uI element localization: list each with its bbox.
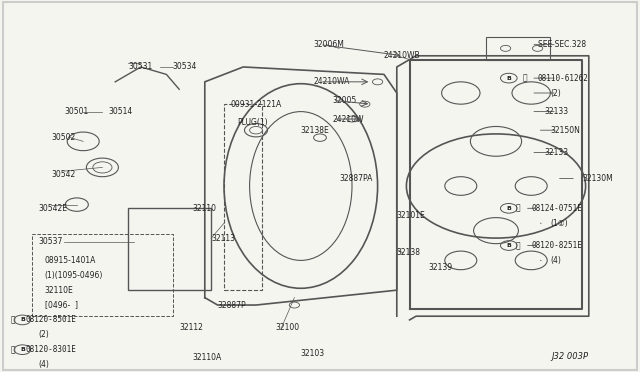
Text: Ⓑ: Ⓑ	[10, 315, 15, 324]
Text: PLUG(1): PLUG(1)	[237, 118, 268, 127]
Text: 08120-8301E: 08120-8301E	[26, 345, 76, 354]
Text: (2): (2)	[38, 330, 49, 339]
Text: 30501: 30501	[64, 107, 88, 116]
Text: 08124-0751E: 08124-0751E	[531, 204, 582, 213]
Text: 32113: 32113	[211, 234, 236, 243]
Text: 32110A: 32110A	[192, 353, 221, 362]
Text: 30542: 30542	[51, 170, 76, 179]
Text: (4): (4)	[550, 256, 561, 265]
Text: 30537: 30537	[38, 237, 63, 246]
Text: (1)(1095-0496): (1)(1095-0496)	[45, 271, 103, 280]
Text: 32100: 32100	[275, 323, 300, 332]
Text: 32133: 32133	[544, 107, 568, 116]
Text: (1①): (1①)	[550, 219, 568, 228]
Text: B: B	[506, 206, 511, 211]
Text: 32887P: 32887P	[218, 301, 246, 310]
Text: 08120-8251E: 08120-8251E	[531, 241, 582, 250]
Text: Ⓑ: Ⓑ	[516, 241, 521, 250]
Text: 00931-2121A: 00931-2121A	[230, 100, 282, 109]
Text: J32 003P: J32 003P	[552, 352, 589, 361]
Text: B: B	[20, 347, 25, 352]
Text: 24210WA: 24210WA	[314, 77, 350, 86]
Text: B: B	[506, 243, 511, 248]
Bar	[128, 208, 211, 290]
Text: 32005: 32005	[333, 96, 357, 105]
Text: 30514: 30514	[109, 107, 133, 116]
Text: SEE SEC.328: SEE SEC.328	[538, 40, 586, 49]
Text: 32112: 32112	[179, 323, 203, 332]
Bar	[32, 234, 173, 316]
Text: 30502: 30502	[51, 133, 76, 142]
Text: B: B	[506, 76, 511, 81]
Text: 32110E: 32110E	[45, 286, 74, 295]
Text: 08120-8501E: 08120-8501E	[26, 315, 76, 324]
Text: 32887PA: 32887PA	[339, 174, 372, 183]
Text: B: B	[20, 317, 25, 323]
Bar	[486, 37, 550, 60]
Text: 30531: 30531	[128, 62, 152, 71]
Text: Ⓑ: Ⓑ	[522, 74, 527, 83]
Text: Ⓑ: Ⓑ	[516, 204, 521, 213]
Text: 32138: 32138	[397, 248, 421, 257]
Text: 32138E: 32138E	[301, 126, 330, 135]
Text: 30542E: 30542E	[38, 204, 67, 213]
Text: (4): (4)	[38, 360, 49, 369]
Text: 08110-61262: 08110-61262	[538, 74, 588, 83]
Text: (2): (2)	[550, 89, 561, 97]
Text: 24210WB: 24210WB	[384, 51, 420, 60]
Text: 32139: 32139	[429, 263, 453, 272]
Text: 24210W: 24210W	[333, 115, 364, 124]
Text: 32150N: 32150N	[550, 126, 580, 135]
Bar	[224, 104, 262, 290]
Text: 32103: 32103	[301, 349, 325, 358]
Text: 32101E: 32101E	[397, 211, 426, 220]
Text: Ⓑ: Ⓑ	[10, 345, 15, 354]
Text: 08915-1401A: 08915-1401A	[45, 256, 96, 265]
Text: 30534: 30534	[173, 62, 197, 71]
Text: 32110: 32110	[192, 204, 216, 213]
Text: 32130M: 32130M	[582, 174, 613, 183]
Text: 32006M: 32006M	[314, 40, 344, 49]
Text: [0496-  ]: [0496- ]	[45, 301, 78, 310]
Text: 32133: 32133	[544, 148, 568, 157]
